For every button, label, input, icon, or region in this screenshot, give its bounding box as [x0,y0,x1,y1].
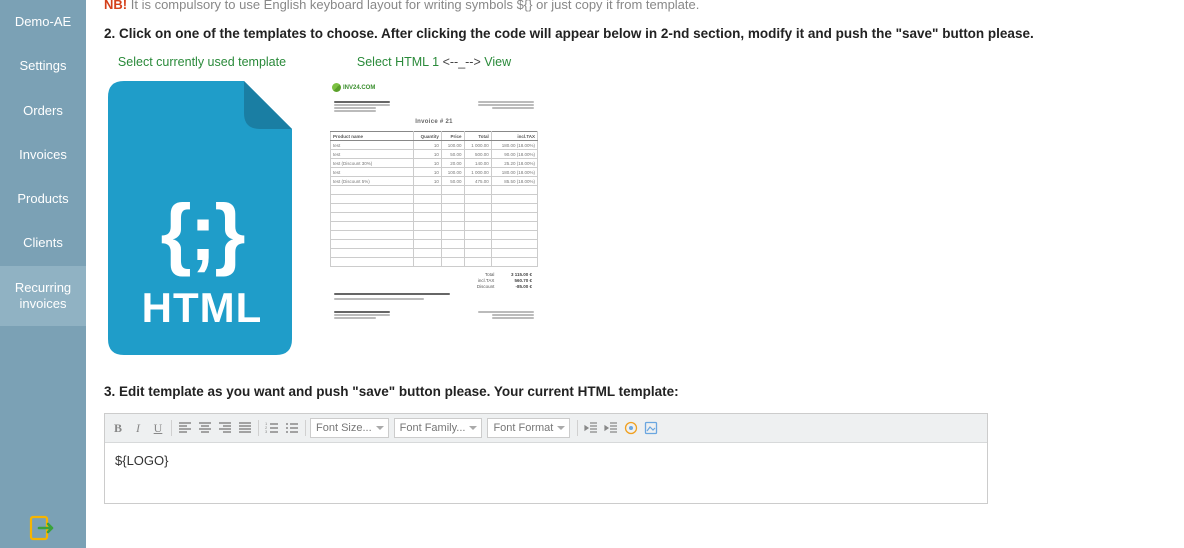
nb-prefix: NB! [104,0,127,12]
html-editor: B I U 123 Font Size... Font Family... Fo… [104,413,988,504]
template-current-label: Select currently used template [118,55,286,69]
sidebar-item-clients[interactable]: Clients [0,221,86,265]
template-html1-select: Select HTML 1 [357,55,439,69]
html-file-icon: {;} HTML [104,77,300,360]
main-content: NB! It is compulsory to use English keyb… [86,0,1184,504]
sidebar-item-recurring[interactable]: Recurring invoices [0,266,86,327]
align-left-button[interactable] [176,419,194,437]
align-right-button[interactable] [216,419,234,437]
preview-from-block [334,100,404,113]
exit-icon[interactable] [28,514,56,542]
file-braces: {;} [104,187,300,279]
ordered-list-button[interactable]: 123 [263,419,281,437]
preview-meta-block [464,100,534,113]
insert-image-button[interactable] [622,419,640,437]
bold-button[interactable]: B [109,419,127,437]
nb-warning: NB! It is compulsory to use English keyb… [104,0,1166,12]
nb-text: It is compulsory to use English keyboard… [131,0,700,12]
sidebar-item-demo[interactable]: Demo-AE [0,0,86,44]
sidebar-item-label: Settings [20,58,67,73]
underline-button[interactable]: U [149,419,167,437]
unordered-list-button[interactable] [283,419,301,437]
font-family-select[interactable]: Font Family... [394,418,483,438]
step-3-heading: 3. Edit template as you want and push "s… [104,384,1166,399]
editor-content[interactable]: ${LOGO} [105,443,987,503]
template-html1-view: View [484,55,511,69]
italic-button[interactable]: I [129,419,147,437]
preview-logo-text: INV24.COM [343,85,375,91]
preview-table: Product nameQuantityPriceTotalincl.TAX t… [330,131,538,267]
svg-text:3: 3 [265,429,268,434]
preview-logo: INV24.COM [332,83,538,92]
sidebar: Demo-AE Settings Orders Invoices Product… [0,0,86,548]
sidebar-item-label: Invoices [19,147,67,162]
preview-invoice-title: Invoice # 21 [330,119,538,125]
sidebar-item-label: Products [17,191,68,206]
sidebar-item-label: Demo-AE [15,14,71,29]
template-html1-arrow: <--_--> [443,55,481,69]
sidebar-item-label: Orders [23,103,63,118]
template-html1[interactable]: Select HTML 1 <--_--> View INV24.COM Inv… [330,55,538,320]
template-current[interactable]: Select currently used template {;} HTML [104,55,300,360]
indent-button[interactable] [602,419,620,437]
sidebar-item-orders[interactable]: Orders [0,89,86,133]
align-center-button[interactable] [196,419,214,437]
editor-toolbar: B I U 123 Font Size... Font Family... Fo… [105,414,987,443]
outdent-button[interactable] [582,419,600,437]
preview-footer [334,310,534,320]
invoice-preview: INV24.COM Invoice # 21 Product nameQuant… [330,77,538,320]
step-2-heading: 2. Click on one of the templates to choo… [104,26,1166,41]
sidebar-item-invoices[interactable]: Invoices [0,133,86,177]
font-size-select[interactable]: Font Size... [310,418,389,438]
template-html1-label: Select HTML 1 <--_--> View [357,55,511,69]
insert-link-button[interactable] [642,419,660,437]
sidebar-item-label: Clients [23,235,63,250]
sidebar-item-settings[interactable]: Settings [0,44,86,88]
preview-amount-words [334,293,534,300]
file-word: HTML [104,284,300,332]
sidebar-item-label: Recurring invoices [15,280,71,311]
font-format-select[interactable]: Font Format [487,418,570,438]
sidebar-item-products[interactable]: Products [0,177,86,221]
templates-row: Select currently used template {;} HTML … [104,55,1166,360]
preview-totals: Total3 115.00 €incl.TAX560.70 €Discount-… [330,271,534,289]
align-justify-button[interactable] [236,419,254,437]
